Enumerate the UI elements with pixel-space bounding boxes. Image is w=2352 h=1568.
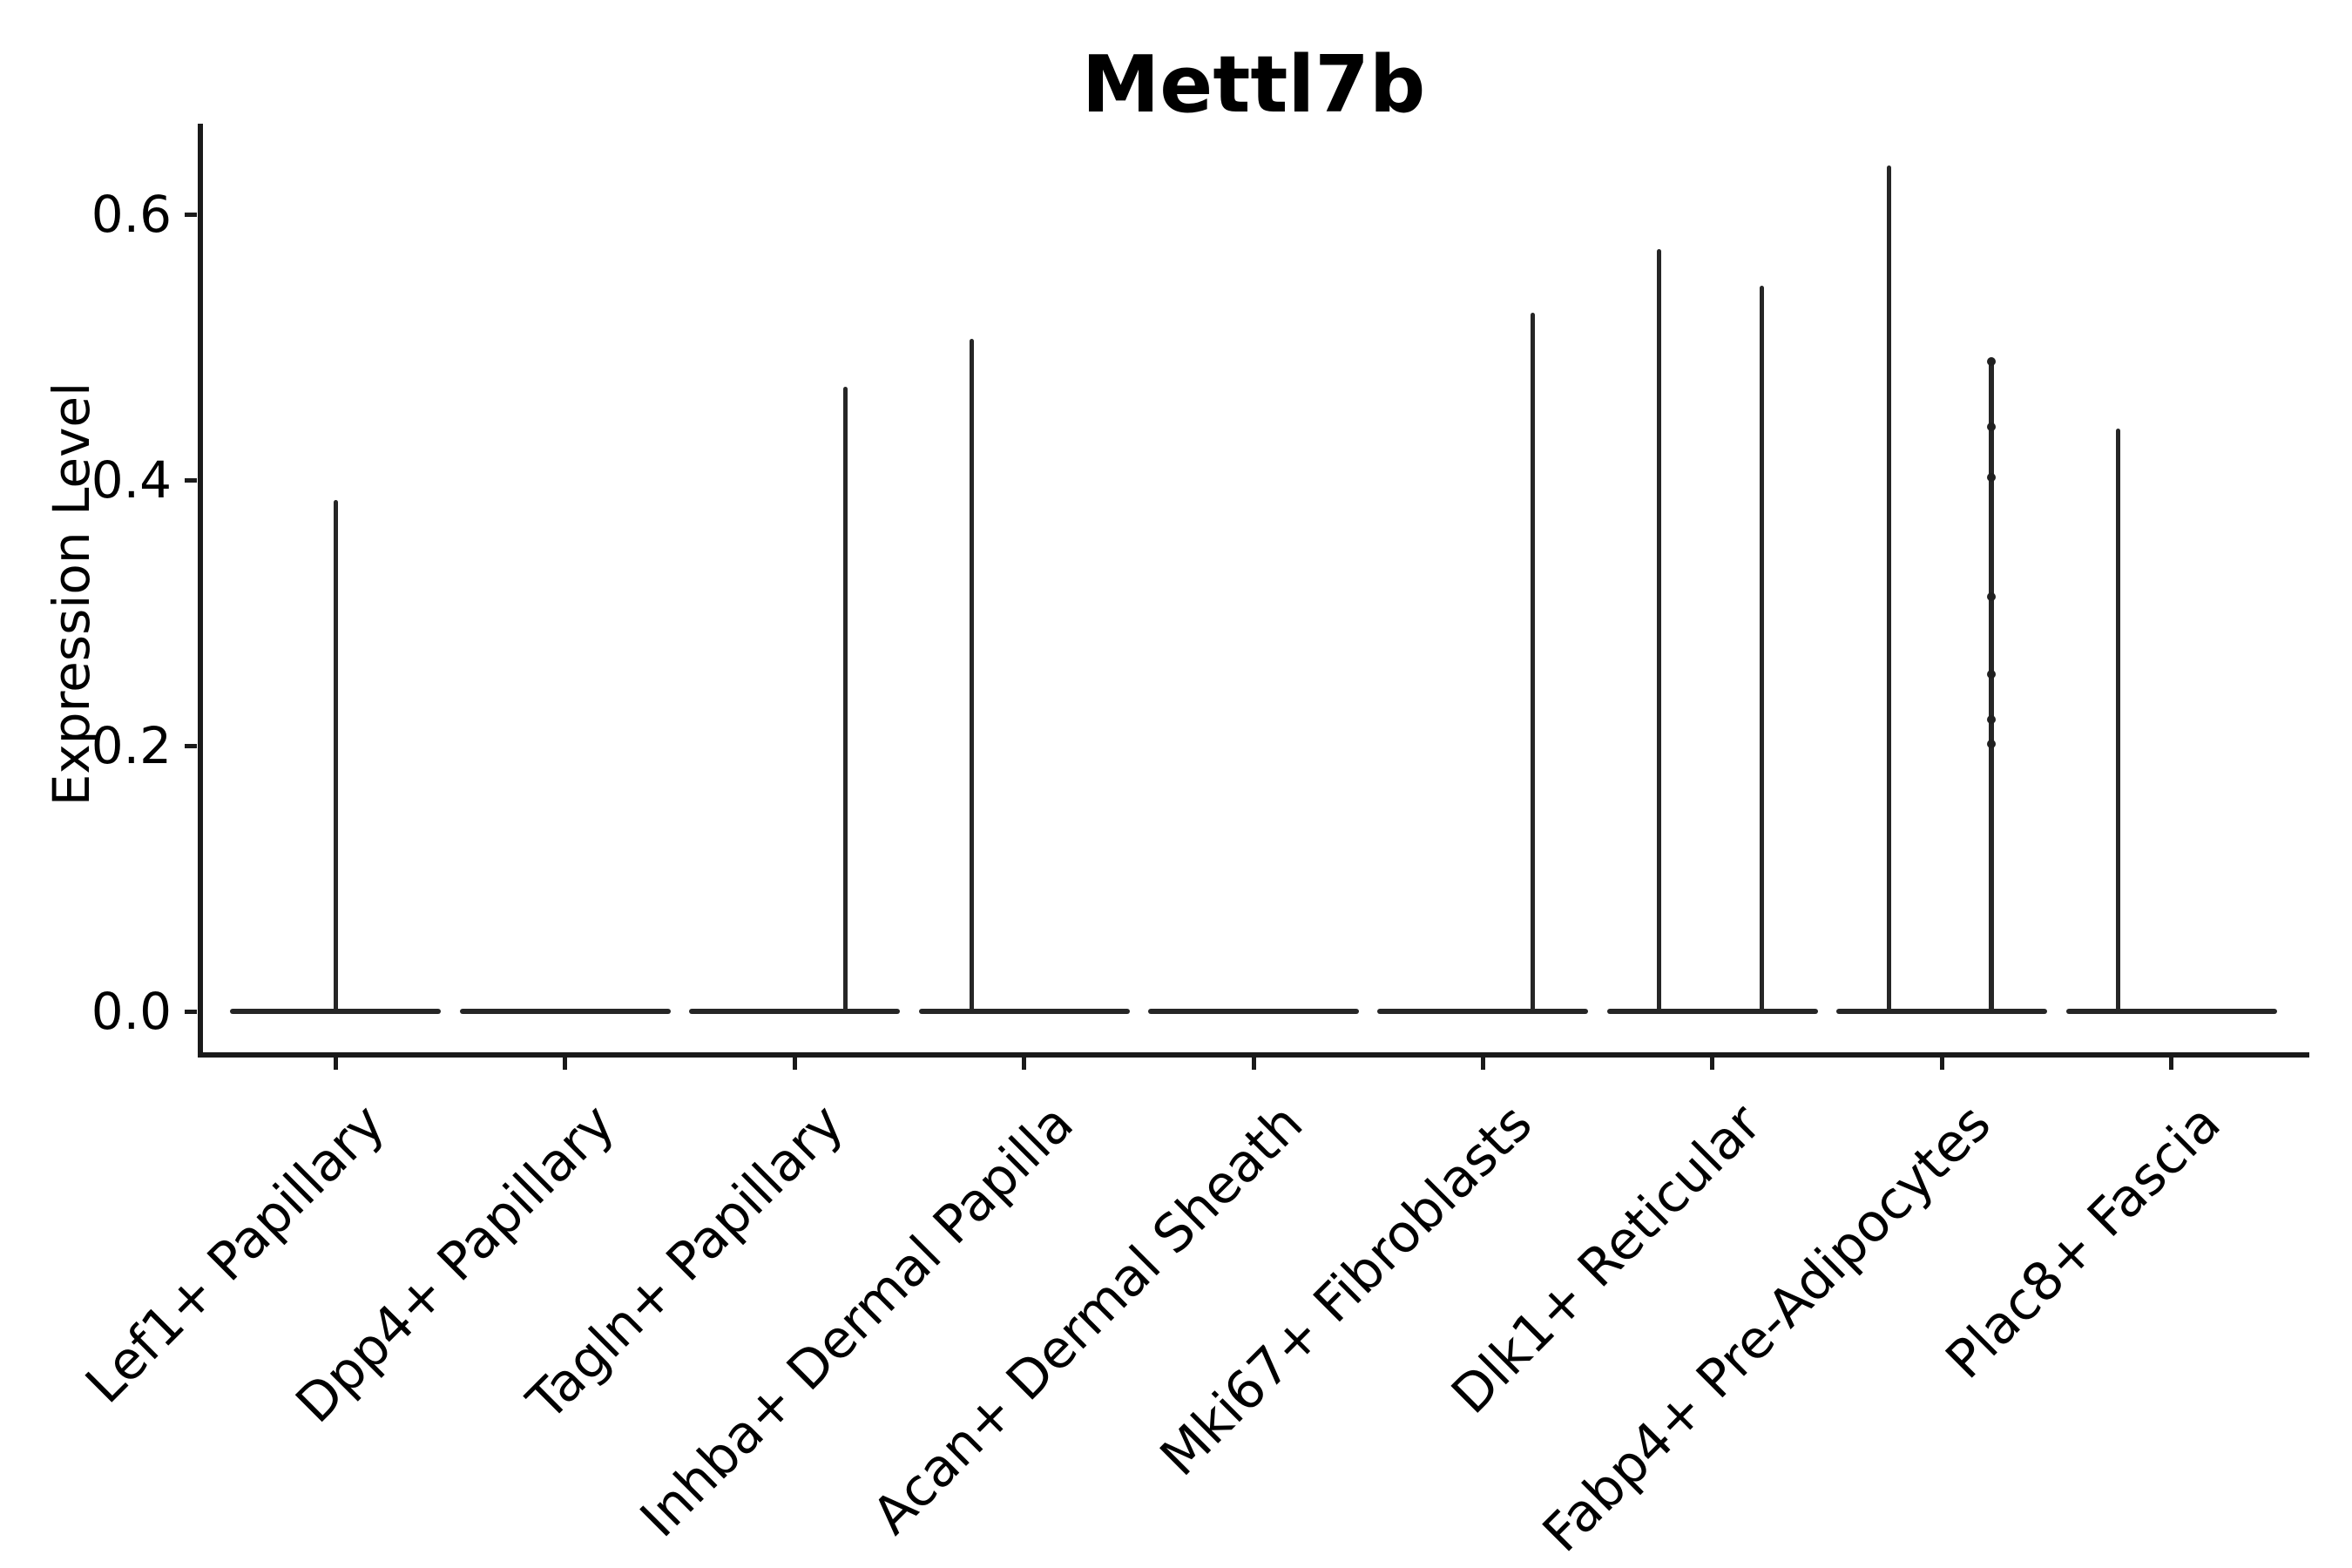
cell-point bbox=[1987, 669, 1997, 679]
cell-point bbox=[1987, 740, 1997, 749]
violin-baseline bbox=[1836, 1009, 2048, 1014]
x-category-label: Inhba+ Dermal Papilla bbox=[628, 1092, 1085, 1550]
y-tick bbox=[185, 477, 197, 483]
violin-spike bbox=[1759, 286, 1764, 1011]
violin-spike bbox=[1656, 248, 1661, 1011]
x-tick bbox=[1022, 1058, 1027, 1070]
violin-baseline bbox=[1148, 1009, 1359, 1014]
violin-baseline bbox=[1377, 1009, 1589, 1014]
y-axis-spine bbox=[198, 124, 203, 1058]
violin-spike bbox=[842, 387, 848, 1011]
violin-spike bbox=[333, 499, 338, 1011]
y-tick-label: 0.6 bbox=[91, 185, 172, 244]
violin-spike bbox=[1530, 312, 1535, 1011]
violin-baseline bbox=[459, 1009, 671, 1014]
cell-point bbox=[1987, 357, 1997, 367]
x-tick bbox=[563, 1058, 568, 1070]
violin-baseline bbox=[230, 1009, 442, 1014]
y-tick-label: 0.2 bbox=[91, 716, 172, 775]
cell-point bbox=[1987, 592, 1997, 602]
x-tick bbox=[2169, 1058, 2174, 1070]
x-tick bbox=[792, 1058, 797, 1070]
violin-spike bbox=[1989, 362, 1995, 1011]
x-tick bbox=[1251, 1058, 1256, 1070]
violin-spike bbox=[1886, 165, 1891, 1011]
violin-baseline bbox=[918, 1009, 1130, 1014]
y-tick-label: 0.4 bbox=[91, 450, 172, 510]
cell-point bbox=[1987, 422, 1997, 431]
violin-baseline bbox=[689, 1009, 901, 1014]
x-category-label: Acan+ Dermal Sheath bbox=[861, 1092, 1315, 1547]
x-tick bbox=[333, 1058, 338, 1070]
violin-spike bbox=[969, 339, 974, 1011]
y-axis-label: Expression Level bbox=[42, 382, 101, 807]
y-tick bbox=[185, 1009, 197, 1014]
y-tick-label: 0.0 bbox=[91, 982, 172, 1041]
x-tick bbox=[1939, 1058, 1944, 1070]
cell-point bbox=[1987, 472, 1997, 482]
violin-baseline bbox=[2065, 1009, 2277, 1014]
x-axis-spine bbox=[198, 1052, 2309, 1058]
x-tick bbox=[1710, 1058, 1715, 1070]
violin-baseline bbox=[1606, 1009, 1818, 1014]
cell-point bbox=[1987, 714, 1997, 724]
x-tick bbox=[1480, 1058, 1485, 1070]
y-tick bbox=[185, 743, 197, 748]
y-tick bbox=[185, 212, 197, 217]
plot-title: Mettl7b bbox=[1081, 39, 1426, 131]
x-category-label: Fabp4+ Pre-Adipocytes bbox=[1531, 1092, 2004, 1565]
violin-spike bbox=[2115, 428, 2120, 1011]
